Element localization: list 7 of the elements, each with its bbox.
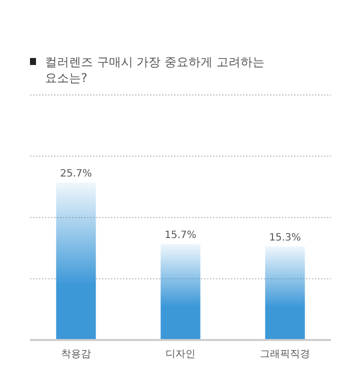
data-label: 15.7% bbox=[164, 230, 196, 241]
chart-title: 컬러렌즈 구매시 가장 중요하게 고려하는 요소는? bbox=[45, 55, 264, 85]
data-label: 15.3% bbox=[269, 232, 301, 244]
x-tick-label: 디자인 bbox=[166, 349, 196, 360]
x-tick-label: 착용감 bbox=[60, 349, 91, 360]
data-label: 25.7% bbox=[60, 168, 92, 180]
x-tick-label: 그래픽직경 bbox=[260, 349, 310, 360]
